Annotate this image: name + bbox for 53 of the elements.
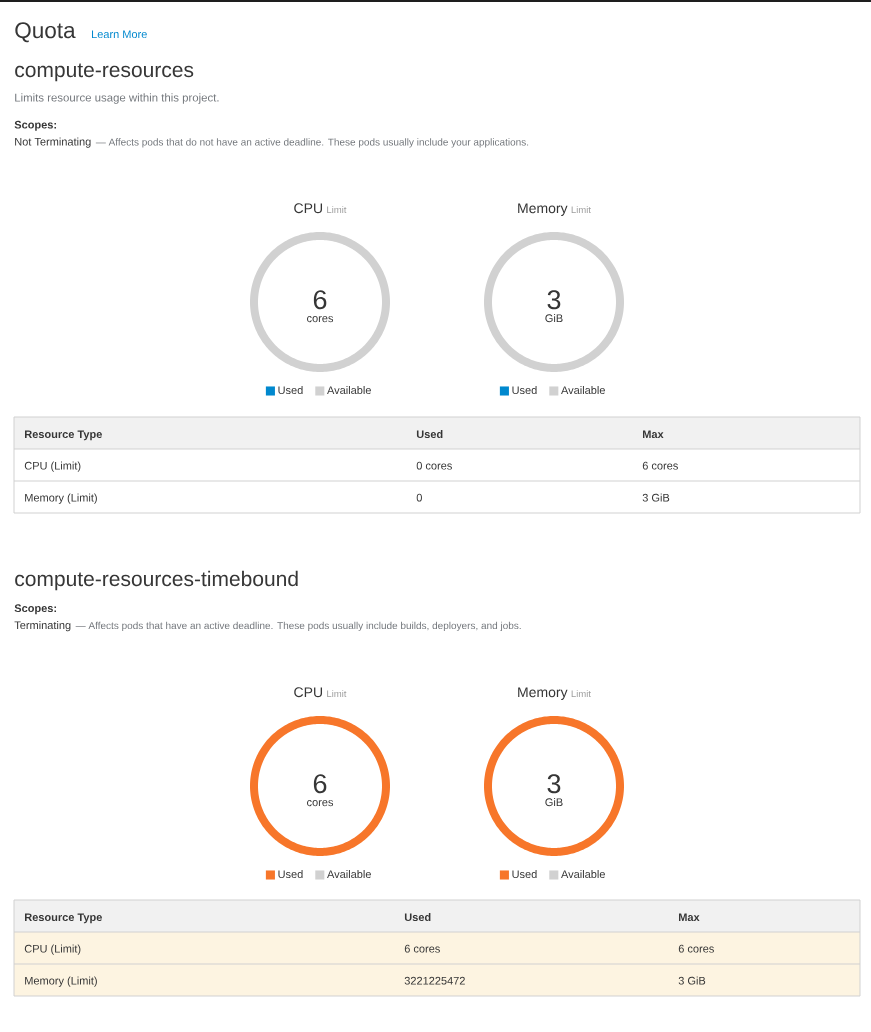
text: 6 <box>313 774 327 794</box>
category-label: Max <box>643 430 664 439</box>
chart-title: CPU <box>294 687 323 698</box>
category-label: Max <box>678 913 700 922</box>
text: CPU (Limit) <box>24 461 81 472</box>
legend-label: Used <box>512 386 537 395</box>
text: 6 cores <box>404 944 440 953</box>
text: — Affects pods that have an active deadline. These pods usually include builds, deployers, and jobs. <box>75 621 521 632</box>
text: GiB <box>545 798 563 807</box>
text: Memory (Limit) <box>25 976 97 987</box>
category-label: Resource Type <box>25 913 102 924</box>
text: 6 cores <box>678 944 714 953</box>
text: Scopes: <box>14 120 57 131</box>
text: 6 cores <box>642 461 678 470</box>
text: CPU (Limit) <box>24 944 81 955</box>
chart-subtitle: Limit <box>327 690 347 698</box>
chart-title: Memory <box>518 203 568 216</box>
text: 0 <box>416 493 422 502</box>
chart-subtitle: Limit <box>571 206 591 214</box>
chart-title: Memory <box>518 687 568 700</box>
legend-label: Available <box>561 870 605 879</box>
text: cores <box>307 800 334 807</box>
text: 3 GiB <box>678 976 706 985</box>
chart-title: CPU <box>294 203 323 214</box>
text: 3221225472 <box>404 976 465 985</box>
text: Not Terminating <box>15 137 91 148</box>
text: 3 GiB <box>642 493 670 502</box>
text: cores <box>307 316 334 323</box>
category-label: Used <box>416 430 443 439</box>
text: — Affects pods that do not have an active deadline. These pods usually include your applications. <box>95 138 529 148</box>
text: Quota <box>15 22 76 43</box>
legend-label: Used <box>278 386 303 395</box>
text: Learn More <box>92 30 147 39</box>
text: 6 <box>313 290 327 310</box>
chart-subtitle: Limit <box>571 690 591 698</box>
text: Scopes: <box>14 604 57 615</box>
text: 0 cores <box>416 461 452 470</box>
category-label: Resource Type <box>25 430 102 441</box>
text: Memory (Limit) <box>25 493 97 504</box>
text: GiB <box>545 314 563 323</box>
text: compute-resources <box>15 63 194 82</box>
chart-subtitle: Limit <box>327 206 347 214</box>
legend-label: Available <box>327 870 371 879</box>
text: compute-resources-timebound <box>15 570 298 591</box>
text: Limits resource usage within this project. <box>15 93 219 104</box>
legend-label: Available <box>327 386 371 395</box>
legend-label: Used <box>512 870 537 879</box>
legend-label: Used <box>278 870 303 879</box>
text: Terminating <box>14 621 71 632</box>
text: 3 <box>547 774 561 794</box>
legend-label: Available <box>561 386 605 395</box>
text: 3 <box>547 290 561 310</box>
category-label: Used <box>404 913 431 922</box>
